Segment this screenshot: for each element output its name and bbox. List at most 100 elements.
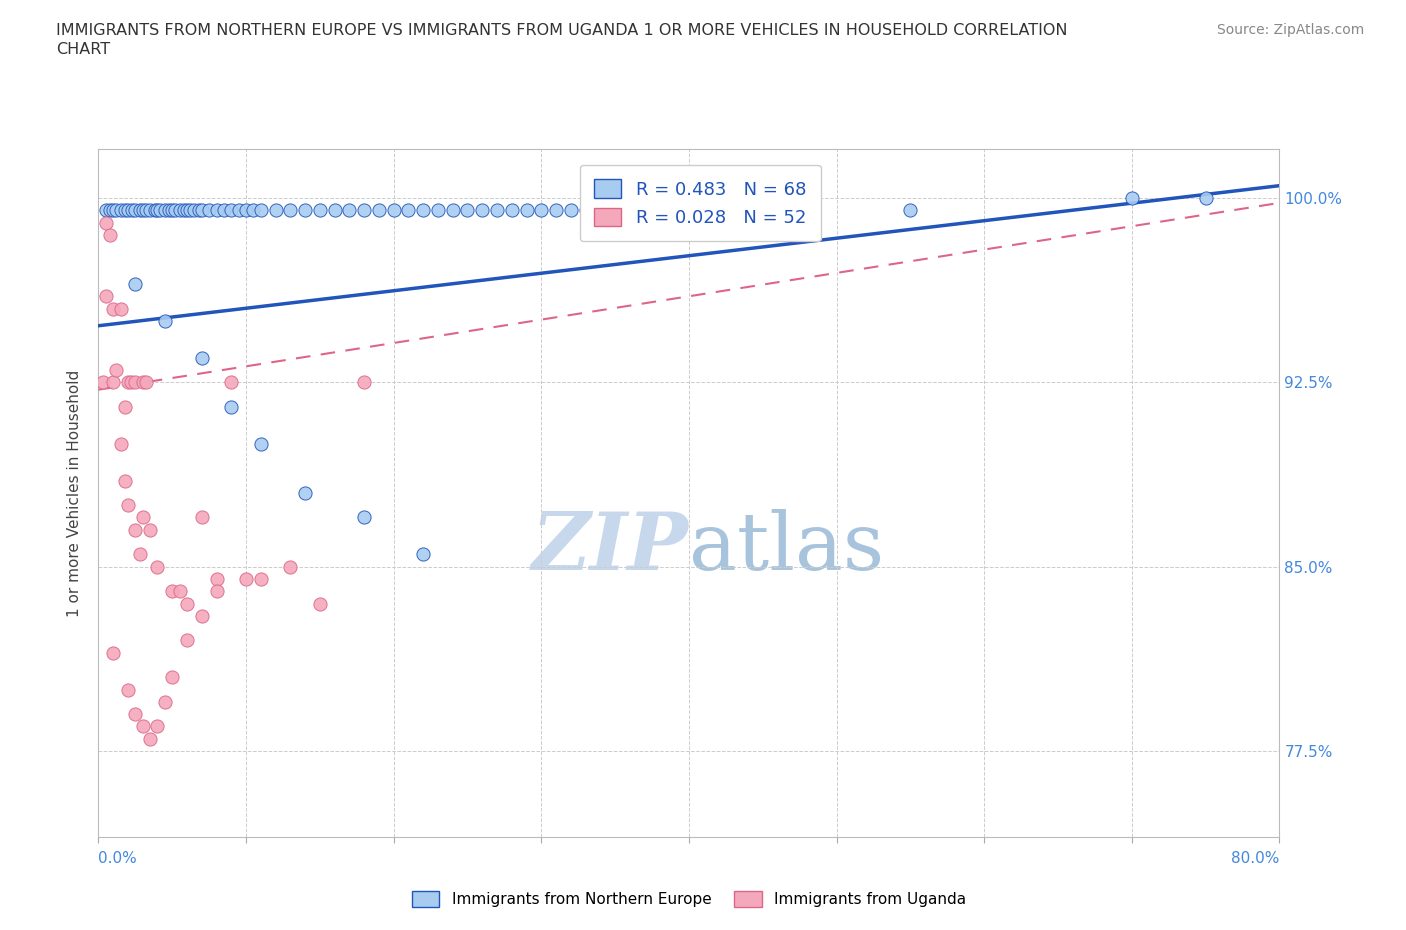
Point <box>339 203 360 218</box>
Point <box>162 203 183 218</box>
Point <box>169 584 191 599</box>
Y-axis label: 1 or more Vehicles in Household: 1 or more Vehicles in Household <box>67 369 83 617</box>
Point <box>169 203 191 218</box>
Point <box>486 203 509 218</box>
Point <box>103 645 125 660</box>
Point <box>796 203 818 218</box>
Point <box>191 510 214 525</box>
Point <box>235 203 257 218</box>
Point <box>110 301 132 316</box>
Point <box>162 584 183 599</box>
Point <box>143 203 166 218</box>
Point <box>516 203 538 218</box>
Point <box>162 670 183 684</box>
Point <box>323 203 346 218</box>
Point <box>264 203 287 218</box>
Point <box>412 203 434 218</box>
Point <box>94 203 117 218</box>
Point <box>382 203 405 218</box>
Text: 80.0%: 80.0% <box>1232 851 1279 866</box>
Point <box>149 203 172 218</box>
Point <box>707 203 730 218</box>
Text: 0.0%: 0.0% <box>98 851 138 866</box>
Point <box>121 203 143 218</box>
Point <box>294 485 316 500</box>
Point <box>368 203 391 218</box>
Text: CHART: CHART <box>56 42 110 57</box>
Point <box>173 203 195 218</box>
Point <box>250 436 273 451</box>
Point <box>124 276 146 291</box>
Point <box>124 203 146 218</box>
Point <box>132 719 155 734</box>
Point <box>530 203 553 218</box>
Point <box>412 547 434 562</box>
Point <box>605 203 627 218</box>
Point <box>117 682 139 697</box>
Point <box>1195 191 1218 206</box>
Point <box>242 203 264 218</box>
Point <box>146 203 169 218</box>
Point <box>94 215 117 230</box>
Point <box>678 203 700 218</box>
Point <box>176 203 198 218</box>
Point <box>278 559 302 574</box>
Point <box>98 203 121 218</box>
Point <box>165 203 187 218</box>
Point <box>103 301 125 316</box>
Point <box>250 203 273 218</box>
Point <box>766 203 789 218</box>
Point <box>146 719 169 734</box>
Point <box>114 400 136 415</box>
Point <box>250 571 273 587</box>
Point <box>124 375 146 390</box>
Point <box>105 203 128 218</box>
Point <box>103 375 125 390</box>
Point <box>98 228 121 243</box>
Point <box>1121 191 1143 206</box>
Point <box>187 203 209 218</box>
Point <box>135 203 157 218</box>
Point <box>94 289 117 304</box>
Point <box>221 400 243 415</box>
Point <box>128 547 150 562</box>
Point <box>664 203 686 218</box>
Point <box>309 203 332 218</box>
Point <box>139 523 162 538</box>
Point <box>900 203 922 218</box>
Point <box>427 203 450 218</box>
Point <box>117 375 139 390</box>
Point <box>110 203 132 218</box>
Point <box>117 203 139 218</box>
Point <box>235 571 257 587</box>
Point <box>117 498 139 512</box>
Point <box>153 695 176 710</box>
Point <box>128 203 150 218</box>
Point <box>574 203 596 218</box>
Point <box>546 203 568 218</box>
Point <box>396 203 419 218</box>
Text: ZIP: ZIP <box>531 510 689 587</box>
Point <box>176 633 198 648</box>
Point <box>120 375 142 390</box>
Point <box>471 203 494 218</box>
Point <box>157 203 180 218</box>
Point <box>114 473 136 488</box>
Text: IMMIGRANTS FROM NORTHERN EUROPE VS IMMIGRANTS FROM UGANDA 1 OR MORE VEHICLES IN : IMMIGRANTS FROM NORTHERN EUROPE VS IMMIG… <box>56 23 1067 38</box>
Point <box>124 523 146 538</box>
Point <box>441 203 464 218</box>
Point <box>105 363 128 378</box>
Point <box>135 375 157 390</box>
Point <box>132 203 155 218</box>
Point <box>183 203 205 218</box>
Point <box>205 584 228 599</box>
Point <box>737 203 759 218</box>
Point <box>501 203 523 218</box>
Point <box>176 596 198 611</box>
Point <box>146 559 169 574</box>
Point <box>221 203 243 218</box>
Point <box>191 608 214 623</box>
Point <box>205 571 228 587</box>
Point <box>114 203 136 218</box>
Point <box>191 203 214 218</box>
